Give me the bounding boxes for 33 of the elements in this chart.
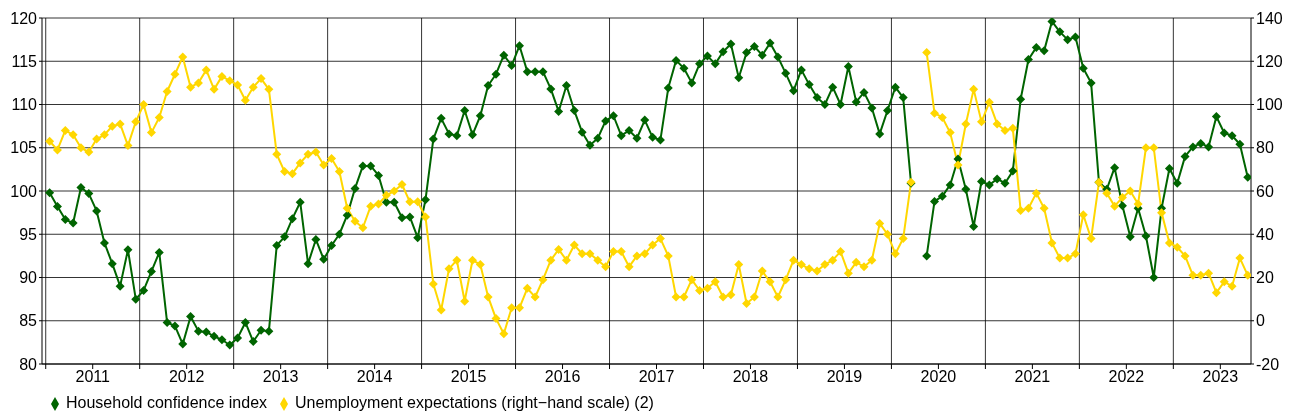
y2-tick-label: 40 xyxy=(1256,225,1274,243)
y-tick-label: 80 xyxy=(19,355,38,373)
y2-tick-label: -20 xyxy=(1256,355,1280,373)
y2-tick-label: 80 xyxy=(1256,139,1274,157)
y2-tick-label: 60 xyxy=(1256,182,1274,200)
x-tick-label: 2018 xyxy=(732,368,769,386)
y2-tick-label: 100 xyxy=(1256,96,1283,114)
x-tick-label: 2022 xyxy=(1108,368,1145,386)
y-tick-label: 100 xyxy=(10,182,38,200)
x-tick-label: 2014 xyxy=(356,368,393,386)
y-tick-label: 120 xyxy=(10,9,38,27)
y-tick-label: 110 xyxy=(11,96,38,114)
x-tick-label: 2020 xyxy=(920,368,957,386)
x-tick-label: 2021 xyxy=(1014,368,1051,386)
y-tick-label: 105 xyxy=(10,139,38,157)
y-tick-label: 90 xyxy=(19,269,38,287)
y2-tick-label: 140 xyxy=(1256,9,1283,27)
x-tick-label: 2019 xyxy=(826,368,863,386)
y2-tick-label: 20 xyxy=(1256,269,1274,287)
x-tick-label: 2011 xyxy=(75,368,111,386)
x-tick-label: 2012 xyxy=(168,368,205,386)
x-tick-label: 2016 xyxy=(544,368,581,386)
x-tick-label: 2017 xyxy=(638,368,675,386)
legend-label: Unemployment expectations (right−hand scale) (2) xyxy=(295,394,654,411)
y-tick-label: 85 xyxy=(19,312,38,330)
y-tick-label: 115 xyxy=(11,52,38,70)
x-tick-label: 2015 xyxy=(450,368,487,386)
y-tick-label: 95 xyxy=(19,225,38,243)
x-tick-label: 2013 xyxy=(262,368,299,386)
x-tick-label: 2023 xyxy=(1202,368,1239,386)
y2-tick-label: 0 xyxy=(1256,312,1265,330)
legend-label: Household confidence index xyxy=(66,394,268,411)
y2-tick-label: 120 xyxy=(1256,52,1283,70)
